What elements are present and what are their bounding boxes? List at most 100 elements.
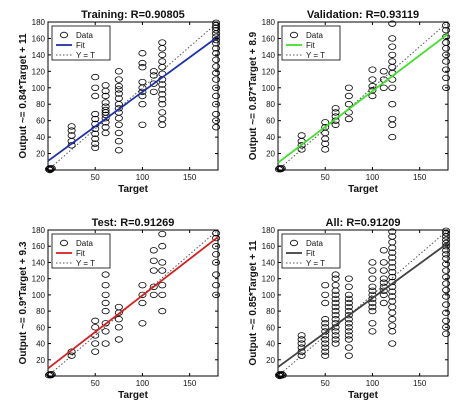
data-point bbox=[368, 76, 377, 83]
data-point bbox=[388, 273, 397, 281]
y-tick-label: 140 bbox=[32, 258, 46, 267]
data-point bbox=[388, 288, 397, 295]
data-point bbox=[388, 20, 397, 27]
data-point bbox=[114, 138, 123, 145]
data-point bbox=[442, 227, 451, 235]
data-point bbox=[388, 322, 397, 329]
data-point bbox=[388, 115, 397, 123]
x-axis-label: Target bbox=[118, 184, 148, 195]
legend-data-marker bbox=[60, 239, 69, 247]
data-point bbox=[297, 142, 306, 149]
data-point bbox=[101, 328, 110, 335]
data-point bbox=[212, 33, 221, 40]
data-point bbox=[158, 58, 167, 65]
data-point bbox=[331, 121, 340, 128]
data-point bbox=[91, 73, 100, 81]
data-point bbox=[344, 336, 353, 343]
data-point bbox=[138, 299, 147, 307]
data-point bbox=[276, 165, 285, 173]
data-point bbox=[344, 328, 353, 335]
data-point bbox=[344, 283, 353, 290]
data-point bbox=[344, 84, 353, 91]
data-point bbox=[368, 82, 377, 90]
data-point bbox=[91, 140, 100, 147]
y-tick-label: 120 bbox=[32, 67, 46, 76]
plot-title: Validation: R=0.93119 bbox=[307, 9, 419, 21]
data-point bbox=[149, 257, 158, 265]
data-point bbox=[442, 309, 451, 316]
y-tick-label: 20 bbox=[36, 150, 45, 159]
legend-data-marker bbox=[289, 239, 298, 247]
data-point bbox=[368, 275, 377, 282]
data-point bbox=[331, 291, 340, 299]
data-point bbox=[321, 119, 330, 126]
data-point bbox=[368, 267, 377, 274]
x-tick-label: 100 bbox=[366, 173, 380, 182]
data-point bbox=[158, 39, 167, 46]
data-point bbox=[114, 129, 123, 137]
legend-data-marker bbox=[289, 31, 298, 39]
data-point bbox=[212, 76, 221, 83]
data-point bbox=[297, 132, 306, 139]
data-point bbox=[138, 88, 147, 96]
data-point bbox=[149, 80, 158, 87]
data-point bbox=[379, 68, 388, 75]
data-point bbox=[91, 92, 100, 100]
plot-title: Test: R=0.91269 bbox=[92, 217, 175, 229]
identity-line bbox=[47, 21, 219, 171]
data-point bbox=[368, 307, 377, 315]
data-point bbox=[368, 295, 377, 303]
legend-label: Y = T bbox=[306, 51, 325, 60]
data-point bbox=[101, 82, 110, 89]
y-tick-label: 160 bbox=[262, 242, 276, 251]
data-point bbox=[297, 336, 306, 343]
identity-line bbox=[277, 21, 449, 171]
data-point bbox=[101, 320, 110, 327]
data-point bbox=[442, 66, 451, 73]
legend-label: Data bbox=[306, 31, 323, 40]
data-point bbox=[321, 336, 330, 343]
data-point bbox=[158, 91, 167, 98]
data-point bbox=[442, 273, 451, 281]
data-point bbox=[321, 124, 330, 131]
data-point bbox=[331, 271, 340, 278]
data-point bbox=[101, 92, 110, 100]
data-point bbox=[368, 66, 377, 73]
data-point bbox=[158, 115, 167, 123]
data-point bbox=[212, 259, 221, 266]
data-point bbox=[158, 109, 167, 116]
y-tick-label: 160 bbox=[262, 34, 276, 43]
data-point bbox=[114, 336, 123, 343]
data-point bbox=[344, 320, 353, 327]
data-point bbox=[388, 35, 397, 42]
data-point bbox=[138, 291, 147, 299]
fit-line bbox=[47, 35, 219, 162]
data-point bbox=[388, 249, 397, 256]
data-point bbox=[138, 101, 147, 108]
data-point bbox=[344, 101, 353, 108]
data-point bbox=[149, 247, 158, 254]
data-point bbox=[101, 299, 110, 307]
data-point bbox=[331, 109, 340, 116]
legend-label: Fit bbox=[306, 249, 316, 258]
y-tick-label: 180 bbox=[32, 226, 46, 235]
data-point bbox=[91, 317, 100, 325]
data-point bbox=[212, 40, 221, 47]
y-tick-label: 20 bbox=[266, 150, 275, 159]
data-point bbox=[149, 267, 158, 274]
legend-label: Data bbox=[306, 239, 323, 248]
data-point bbox=[158, 281, 167, 289]
data-point bbox=[101, 340, 110, 347]
data-point bbox=[442, 27, 451, 34]
data-point bbox=[138, 78, 147, 86]
data-point bbox=[388, 84, 397, 91]
data-point bbox=[388, 259, 397, 266]
data-point bbox=[331, 105, 340, 112]
y-tick-label: 120 bbox=[262, 275, 276, 284]
data-point bbox=[388, 264, 397, 271]
data-point bbox=[47, 371, 56, 378]
data-point bbox=[212, 63, 221, 70]
data-point bbox=[212, 281, 221, 289]
